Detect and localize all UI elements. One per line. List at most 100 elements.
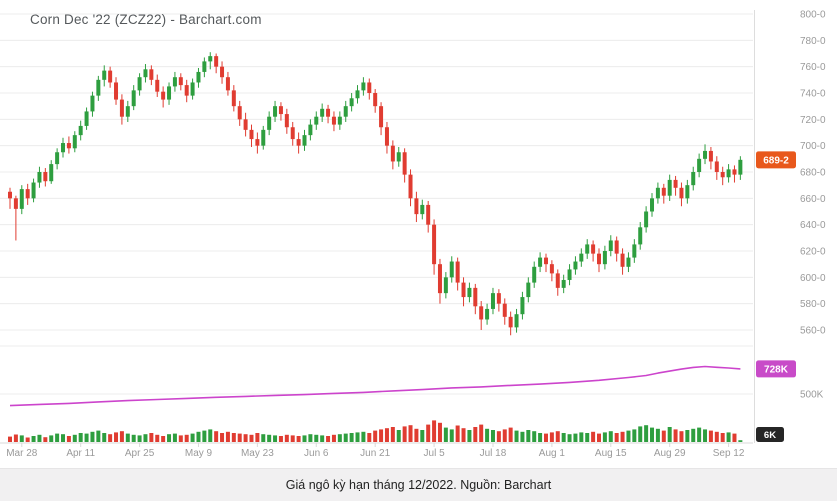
candle-body [632,244,637,258]
price-chart: 800-0 780-0 760-0 740-0 720-0 700-0 680-0 660-0… [0,10,826,459]
volume-bar [208,429,213,442]
candle-body [290,127,295,140]
volume-bar [667,427,672,442]
volume-bar [714,431,719,442]
candle-body [90,95,95,112]
candle-body [373,93,378,107]
x-axis-label: Jun 6 [304,448,329,459]
candle-body [261,129,266,146]
candle-body [102,70,107,80]
volume-bar [255,433,260,442]
volume-bar [473,427,478,442]
x-axis-label: Aug 15 [595,448,627,459]
volume-bar [66,436,71,442]
price-axis-label: 580-0 [800,299,826,310]
volume-bar [555,431,560,442]
candle-body [72,135,77,149]
candle-body [214,56,219,67]
candle-body [408,174,413,199]
candle-body [19,189,24,209]
volume-bar [337,434,342,442]
candle-body [343,106,348,117]
volume-bar [320,435,325,442]
x-axis-label: Apr 11 [66,448,95,459]
volume-bar [155,434,160,442]
volume-bar [284,434,289,442]
volume-bar [114,432,119,442]
candle-body [591,244,596,254]
volume-bar [125,433,130,442]
volume-badge: 6K [756,427,784,442]
candle-body [638,227,643,245]
volume-bar [508,427,513,442]
volume-bar [190,433,195,442]
volume-bar [679,431,684,442]
price-axis-label: 700-0 [800,141,826,152]
candle-body [155,79,160,92]
candle-body [426,204,431,225]
volume-bar [650,427,655,442]
candle-body [25,189,30,199]
volume-bar [137,435,142,442]
volume-bar [172,433,177,442]
candle-body [455,261,460,283]
price-axis-label: 560-0 [800,326,826,337]
volume-bar [443,427,448,442]
candle-body [679,187,684,199]
candle-body [278,106,283,115]
candle-body [119,99,124,117]
candle-body [437,264,442,294]
volume-bar [602,432,607,442]
volume-bar [267,434,272,442]
volume-bar [373,430,378,442]
volume-bar [308,434,313,442]
volume-bar [520,431,525,442]
candle-body [43,172,48,182]
caption-bar: Giá ngô kỳ hạn tháng 12/2022. Nguồn: Bar… [0,468,837,501]
candle-body [267,116,272,130]
volume-bar [273,435,278,442]
volume-bar [72,434,77,442]
candle-body [220,66,225,78]
candle-body [96,79,101,96]
candle-body [650,198,655,212]
x-axis-label: Jun 21 [360,448,390,459]
x-axis-label: Jul 5 [424,448,446,459]
candle-body [379,106,384,128]
volume-bar [567,434,572,442]
volume-bar [720,433,725,442]
candle-body [567,269,572,280]
plot-area[interactable] [0,10,753,443]
candle-body [143,69,148,78]
candle-body [249,129,254,140]
volume-bar [420,430,425,442]
candle-body [626,257,631,267]
candle-body [543,257,548,265]
candle-body [502,303,507,317]
volume-bar [479,424,484,442]
candle-body [479,306,484,320]
candle-body [490,293,495,309]
volume-bar [408,425,413,442]
candle-body [243,119,248,130]
candle-body [402,152,407,175]
volume-bar [349,433,354,442]
open-interest-badge: 728K [756,360,796,378]
x-axis-label: Aug 29 [654,448,686,459]
candle-body [114,82,119,100]
candle-body [597,253,601,265]
candle-body [284,114,289,128]
volume-bar [614,433,619,442]
candle-body [644,211,649,228]
volume-bar [579,432,584,442]
volume-bar [655,428,660,442]
volume-bar [90,431,95,442]
candle-body [396,152,401,162]
volume-bar [343,433,348,442]
candle-body [296,139,301,146]
candle-body [184,85,189,96]
volume-bar [726,432,731,442]
candle-body [49,164,54,182]
volume-bar [526,430,531,442]
open-interest-line [9,365,741,407]
